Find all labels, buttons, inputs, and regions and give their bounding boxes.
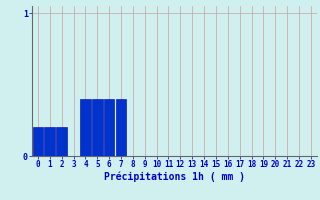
- Bar: [80, 99, 91, 156]
- Bar: [56, 127, 67, 156]
- Bar: [116, 99, 126, 156]
- X-axis label: Précipitations 1h ( mm ): Précipitations 1h ( mm ): [104, 172, 245, 182]
- Bar: [104, 99, 115, 156]
- Bar: [33, 127, 43, 156]
- Bar: [92, 99, 103, 156]
- Bar: [44, 127, 55, 156]
